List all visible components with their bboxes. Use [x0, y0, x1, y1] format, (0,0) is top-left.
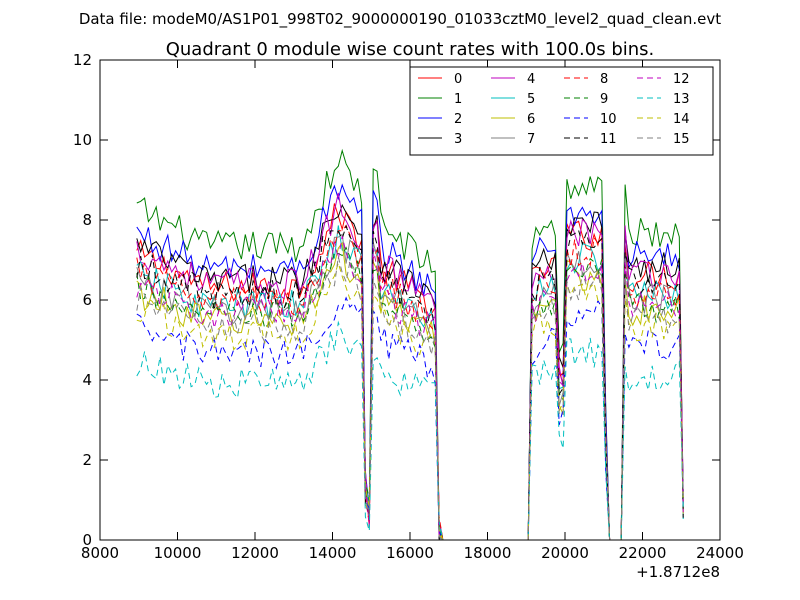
legend-label-0: 0 [454, 72, 462, 87]
y-tick-label: 8 [82, 211, 92, 229]
x-tick-label: 8000 [81, 544, 119, 562]
x-axis-ticks: 8000 10000 12000 14000 16000 18000 20000 22000 2… [81, 60, 744, 562]
legend-label-13: 13 [673, 92, 690, 107]
x-tick-label: 18000 [464, 544, 512, 562]
x-offset-label: +1.8712e8 [636, 563, 720, 581]
series-line-7 [136, 233, 684, 541]
y-tick-label: 4 [82, 371, 92, 389]
legend-label-9: 9 [600, 92, 608, 107]
legend-label-15: 15 [673, 132, 690, 147]
legend-box [409, 66, 714, 156]
series-line-2 [136, 183, 684, 541]
series-line-0 [136, 203, 684, 541]
series-line-10 [136, 296, 684, 541]
x-tick-label: 22000 [619, 544, 667, 562]
series-line-8 [136, 224, 684, 541]
legend-label-7: 7 [527, 132, 535, 147]
series-line-15 [136, 256, 684, 541]
y-tick-label: 2 [82, 451, 92, 469]
y-tick-label: 6 [82, 291, 92, 309]
legend-label-5: 5 [527, 92, 535, 107]
y-tick-label: 0 [82, 531, 92, 549]
series-line-14 [136, 261, 684, 541]
x-tick-label: 24000 [696, 544, 744, 562]
legend-label-10: 10 [600, 112, 617, 127]
legend-label-2: 2 [454, 112, 462, 127]
x-tick-label: 12000 [231, 544, 279, 562]
series-layer [136, 148, 684, 541]
chart-title: Quadrant 0 module wise count rates with … [166, 39, 655, 60]
legend-label-1: 1 [454, 92, 462, 107]
series-line-13 [136, 320, 684, 541]
legend-label-6: 6 [527, 112, 535, 127]
y-tick-label: 12 [73, 51, 92, 69]
legend-label-3: 3 [454, 132, 462, 147]
x-tick-label: 16000 [386, 544, 434, 562]
series-line-1 [136, 148, 684, 541]
series-line-9 [136, 246, 684, 541]
legend-label-12: 12 [673, 72, 690, 87]
series-line-5 [136, 225, 684, 541]
legend-label-14: 14 [673, 112, 690, 127]
series-line-3 [136, 203, 684, 541]
series-line-11 [136, 224, 684, 541]
legend-label-8: 8 [600, 72, 608, 87]
suptitle: Data file: modeM0/AS1P01_998T02_90000001… [79, 10, 721, 29]
x-tick-label: 14000 [309, 544, 357, 562]
series-line-12 [136, 235, 684, 541]
y-tick-label: 10 [73, 131, 92, 149]
x-tick-label: 10000 [154, 544, 202, 562]
legend-label-11: 11 [600, 132, 617, 147]
x-tick-label: 20000 [541, 544, 589, 562]
series-line-4 [136, 192, 684, 541]
legend-label-4: 4 [527, 72, 535, 87]
